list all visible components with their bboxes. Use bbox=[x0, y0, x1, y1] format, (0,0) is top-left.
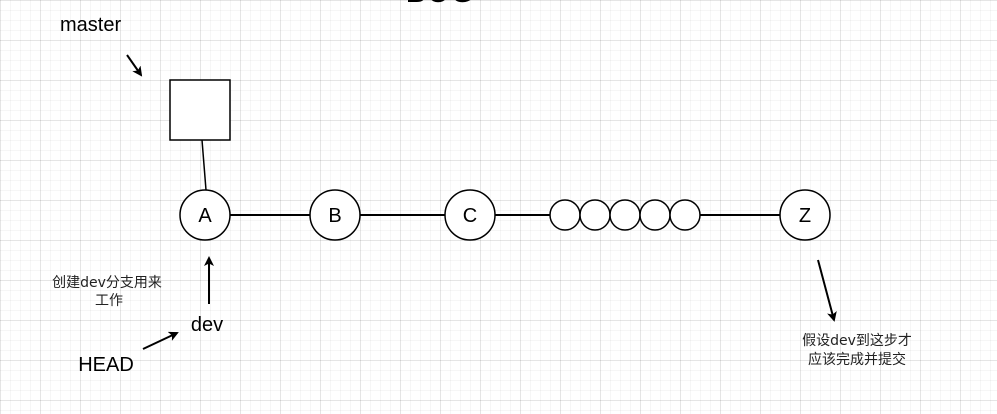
master-label: master bbox=[60, 14, 121, 36]
commit-node-z[interactable]: Z bbox=[779, 189, 831, 241]
intermediate-commits bbox=[549, 199, 701, 231]
small-commit-2[interactable] bbox=[579, 199, 611, 231]
dev-label: dev bbox=[191, 314, 223, 336]
small-commit-3[interactable] bbox=[609, 199, 641, 231]
commit-node-b[interactable]: B bbox=[309, 189, 361, 241]
commit-node-b-label: B bbox=[328, 205, 341, 227]
head-label: HEAD bbox=[78, 354, 134, 376]
diagram-title: BUG bbox=[405, 0, 474, 9]
dev-create-note-line1: 创建dev分支用来 bbox=[52, 275, 162, 291]
commit-node-c-label: C bbox=[463, 205, 477, 227]
small-commit-5[interactable] bbox=[669, 199, 701, 231]
commit-node-a[interactable]: A bbox=[179, 189, 231, 241]
commit-node-z-label: Z bbox=[799, 205, 811, 227]
master-pointer-box[interactable] bbox=[169, 79, 231, 141]
small-commit-4[interactable] bbox=[639, 199, 671, 231]
commit-node-a-label: A bbox=[198, 205, 212, 227]
small-commit-1[interactable] bbox=[549, 199, 581, 231]
assume-note-line2: 应该完成并提交 bbox=[808, 351, 906, 368]
commit-node-c[interactable]: C bbox=[444, 189, 496, 241]
z-note-arrow bbox=[817, 259, 837, 322]
master-to-a-connector bbox=[201, 139, 207, 191]
assume-note-line1: 假设dev到这步才 bbox=[802, 332, 912, 349]
master-arrow bbox=[126, 54, 143, 77]
head-arrow bbox=[142, 331, 179, 350]
dev-create-note-line2: 工作 bbox=[95, 293, 123, 309]
